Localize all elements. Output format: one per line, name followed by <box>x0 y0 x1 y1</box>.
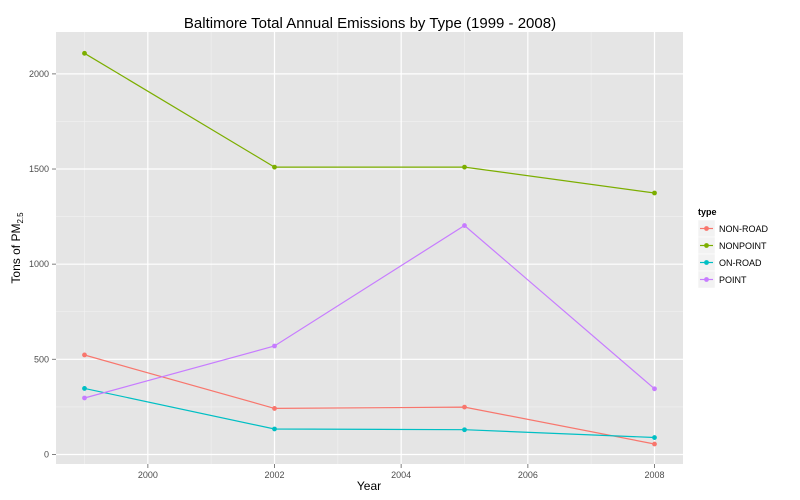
data-point-point <box>462 223 467 228</box>
y-tick-label: 1500 <box>29 164 49 174</box>
chart-title: Baltimore Total Annual Emissions by Type… <box>184 15 556 32</box>
series-line-point <box>84 224 655 399</box>
legend-point-on-road <box>704 260 709 265</box>
x-tick-label: 2004 <box>391 470 411 480</box>
data-point-nonpoint <box>462 164 467 170</box>
x-axis-ticks: 2000 2002 2004 2006 2008 <box>138 464 665 480</box>
legend-label-on-road: ON-ROAD <box>719 258 762 268</box>
data-point-non-road <box>272 406 277 411</box>
legend-label-point: POINT <box>719 275 747 285</box>
legend-label-non-road: NON-ROAD <box>719 224 768 234</box>
y-axis-ticks: 0 500 1000 1500 2000 <box>29 69 56 459</box>
data-point-on-road <box>652 435 657 440</box>
data-point-point <box>652 386 657 392</box>
data-point-nonpoint <box>652 190 657 196</box>
data-point-nonpoint <box>272 164 277 170</box>
y-tick-label: 2000 <box>29 69 49 79</box>
data-point-non-road <box>652 441 657 447</box>
legend-point-non-road <box>704 226 709 231</box>
legend-label-nonpoint: NONPOINT <box>719 241 767 251</box>
series-line-nonpoint <box>84 52 655 194</box>
data-point-nonpoint <box>82 50 87 56</box>
legend-point-nonpoint <box>704 243 709 248</box>
series-lines <box>84 52 655 445</box>
data-point-point <box>82 395 87 401</box>
plot-panel <box>56 32 683 464</box>
x-tick-label: 2008 <box>644 470 664 480</box>
x-tick-label: 2006 <box>518 470 538 480</box>
y-axis-title-main: Tons of PM <box>9 224 23 284</box>
series-line-on-road <box>84 387 655 439</box>
data-point-non-road <box>462 404 467 410</box>
data-point-on-road <box>272 426 277 432</box>
y-tick-label: 500 <box>34 354 49 364</box>
x-tick-label: 2002 <box>264 470 284 480</box>
data-point-on-road <box>462 427 467 433</box>
y-tick-label: 1000 <box>29 259 49 269</box>
major-gridlines <box>56 32 683 464</box>
y-axis-title: Tons of PM2.5 <box>9 212 25 284</box>
data-point-point <box>272 343 277 349</box>
data-point-non-road <box>82 352 87 358</box>
legend-title: type <box>698 207 717 217</box>
series-line-non-road <box>84 354 655 445</box>
legend: type NON-ROAD NONPOINT ON-ROAD POINT <box>697 207 768 289</box>
x-axis-title: Year <box>357 479 381 493</box>
series-points <box>82 50 657 447</box>
data-point-on-road <box>82 386 87 391</box>
y-tick-label: 0 <box>44 449 49 459</box>
x-tick-label: 2000 <box>138 470 158 480</box>
y-axis-title-subscript: 2.5 <box>16 212 25 224</box>
minor-gridlines <box>56 32 683 464</box>
legend-point-point <box>704 277 709 282</box>
